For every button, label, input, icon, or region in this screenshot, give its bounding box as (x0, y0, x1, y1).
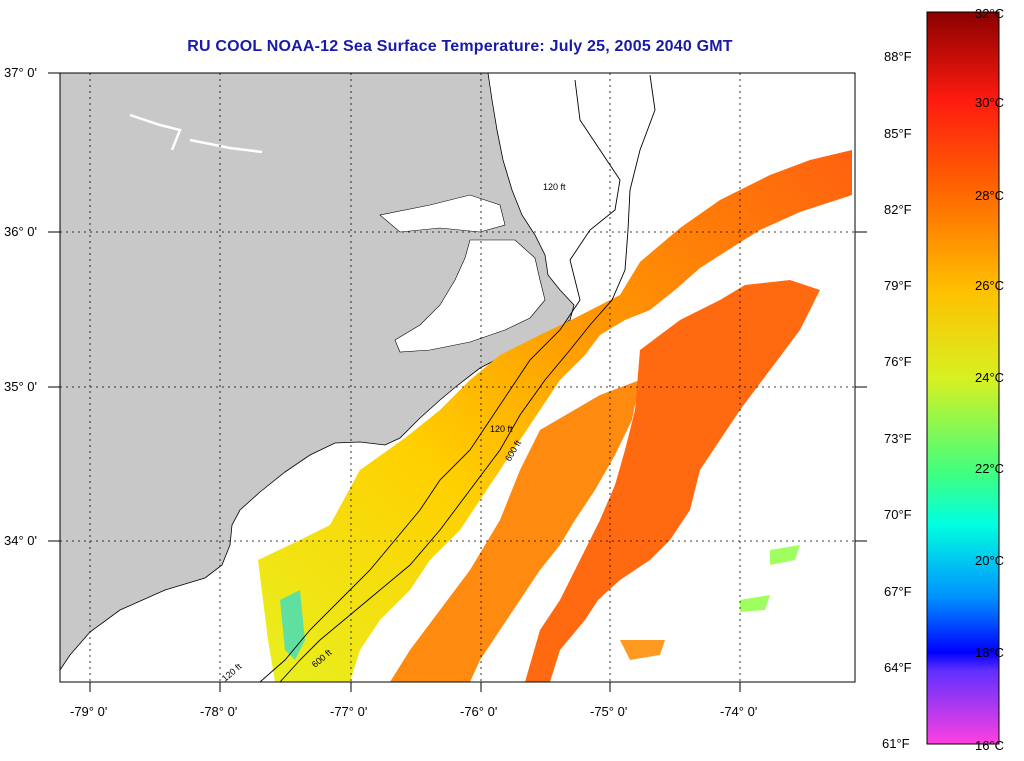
cb-f-61: 61°F (882, 736, 910, 751)
cb-f-76: 76°F (884, 354, 912, 369)
lon-label-76: -76° 0' (460, 704, 497, 719)
cb-c-16: 16°C (975, 738, 1004, 753)
sst-swath-offshore-1 (390, 380, 640, 682)
cb-f-88: 88°F (884, 49, 912, 64)
lon-label-74: -74° 0' (720, 704, 757, 719)
pamlico-sound (394, 239, 546, 353)
colorbar (926, 11, 1000, 745)
lon-label-79: -79° 0' (70, 704, 107, 719)
contour-120ft (259, 79, 621, 682)
cb-c-22: 22°C (975, 461, 1004, 476)
cb-c-18: 18°C (975, 645, 1004, 660)
cb-f-79: 79°F (884, 278, 912, 293)
cb-c-26: 26°C (975, 278, 1004, 293)
cb-c-20: 20°C (975, 553, 1004, 568)
cb-f-85: 85°F (884, 126, 912, 141)
sst-swath-offshore-2 (525, 280, 820, 682)
lon-ticks (89, 682, 741, 692)
sst-patch-green-2 (770, 545, 800, 565)
albemarle-sound (379, 194, 506, 233)
cb-f-64: 64°F (884, 660, 912, 675)
river-1 (129, 113, 263, 154)
contour-600ft (279, 74, 656, 682)
map-title: RU COOL NOAA-12 Sea Surface Temperature:… (187, 38, 733, 55)
lat-label-36: 36° 0' (4, 224, 37, 239)
sst-patch-green-3 (740, 595, 770, 612)
cb-c-30: 30°C (975, 95, 1004, 110)
graticule (60, 73, 855, 682)
sst-swath-inshore (258, 150, 852, 682)
lon-label-75: -75° 0' (590, 704, 627, 719)
cb-f-82: 82°F (884, 202, 912, 217)
lat-label-35: 35° 0' (4, 379, 37, 394)
contour-label-120: 120 ft (543, 182, 566, 192)
cb-f-67: 67°F (884, 584, 912, 599)
lat-label-37: 37° 0' (4, 65, 37, 80)
cb-c-24: 24°C (975, 370, 1004, 385)
lon-label-78: -78° 0' (200, 704, 237, 719)
sst-patch-green-1 (280, 590, 305, 660)
lon-label-77: -77° 0' (330, 704, 367, 719)
cb-f-70: 70°F (884, 507, 912, 522)
contour-label-120b: 120 ft (490, 424, 513, 434)
cb-c-32: 32°C (975, 6, 1004, 21)
cb-c-28: 28°C (975, 188, 1004, 203)
sst-patch-orange (620, 640, 665, 660)
cb-f-73: 73°F (884, 431, 912, 446)
lat-ticks (48, 72, 867, 542)
lat-label-34: 34° 0' (4, 533, 37, 548)
